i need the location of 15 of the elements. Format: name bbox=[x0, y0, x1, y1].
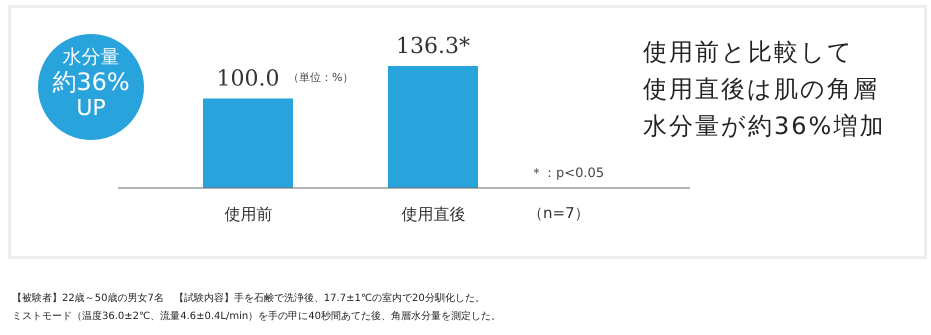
text: ミストモード（温度36.0±2℃、流量4.6±0.4L/min）を手の甲に40秒間あてた後、角層水分量を測定した。 bbox=[12, 310, 501, 323]
text: 約36% bbox=[51, 67, 131, 98]
text: 【被験者】22歳～50歳の男女7名 【試験内容】手を石鹸で洗浄後、17.7±1℃の室内で20分馴化した。 bbox=[12, 292, 485, 305]
text: UP bbox=[75, 96, 107, 121]
text: 水分量 bbox=[62, 45, 120, 70]
text: （n=7） bbox=[528, 204, 590, 223]
x-tick-label: 使用直後 bbox=[402, 204, 466, 224]
x-tick-label: 使用前 bbox=[224, 204, 272, 224]
text: ＊：p<0.05 bbox=[530, 165, 604, 182]
data-label: 100.0 bbox=[216, 66, 280, 92]
data-label: 136.3* bbox=[396, 34, 470, 59]
text: 使用直後は肌の角層 bbox=[643, 74, 879, 105]
text: 水分量が約36%増加 bbox=[643, 111, 886, 142]
text: 使用前と比較して bbox=[643, 37, 854, 68]
annotation: （単位：%） bbox=[288, 70, 354, 85]
